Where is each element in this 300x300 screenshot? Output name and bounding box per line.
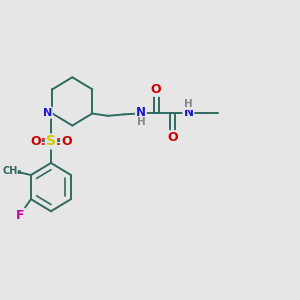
Text: N: N [183, 106, 194, 118]
Text: H: H [184, 99, 193, 109]
Text: N: N [43, 108, 52, 118]
Text: N: N [136, 106, 146, 119]
Text: S: S [46, 134, 56, 148]
Text: CH₃: CH₃ [2, 166, 22, 176]
Text: O: O [30, 135, 41, 148]
Text: F: F [16, 209, 25, 222]
Text: O: O [167, 131, 178, 144]
Text: H: H [136, 117, 145, 127]
Text: O: O [151, 83, 161, 96]
Text: O: O [61, 135, 72, 148]
